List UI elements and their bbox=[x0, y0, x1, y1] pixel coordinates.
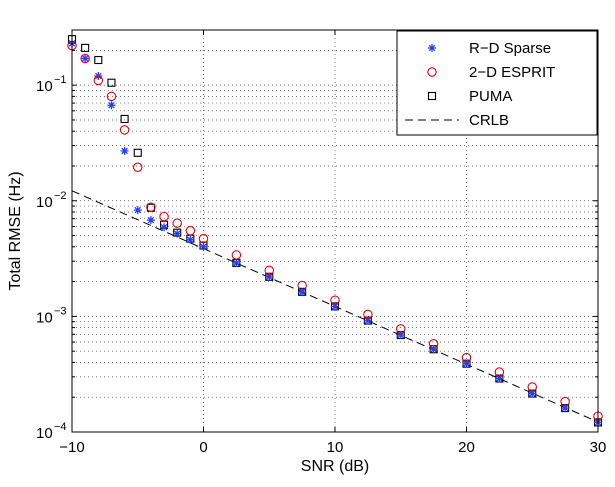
y-tick-label: 10 −3 bbox=[36, 305, 67, 326]
r-d-sparse-point bbox=[120, 146, 129, 155]
legend-label: CRLB bbox=[469, 112, 509, 129]
2-d-esprit-point bbox=[159, 211, 169, 222]
y-tick-base: 10 bbox=[36, 194, 53, 211]
puma-point bbox=[81, 43, 90, 52]
y-tick-exponent: −4 bbox=[54, 421, 67, 433]
puma-point bbox=[94, 55, 103, 65]
y-tick-exponent: −2 bbox=[54, 190, 67, 202]
legend-item-2-d-esprit: 2−D ESPRIT bbox=[427, 64, 555, 81]
x-tick-label: 0 bbox=[199, 439, 207, 456]
y-tick-exponent: −3 bbox=[54, 305, 67, 317]
legend-swatch-square bbox=[427, 91, 437, 101]
legend-item-r-d-sparse: R−D Sparse bbox=[428, 40, 551, 57]
legend-label: R−D Sparse bbox=[469, 40, 551, 57]
2-d-esprit-point bbox=[133, 162, 143, 172]
legend-item-crlb: CRLB bbox=[405, 112, 509, 129]
x-tick-labels: −10 0 10 20 30 bbox=[59, 439, 606, 456]
2-d-esprit-point bbox=[395, 324, 406, 334]
2-d-esprit-point bbox=[198, 233, 209, 244]
x-tick-label: −10 bbox=[59, 439, 84, 456]
y-tick-base: 10 bbox=[36, 425, 53, 442]
x-axis-label: SNR (dB) bbox=[301, 458, 369, 475]
y-tick-base: 10 bbox=[36, 78, 53, 95]
r-d-sparse-point bbox=[160, 223, 169, 232]
puma-point bbox=[133, 148, 142, 157]
2-d-esprit-point bbox=[80, 53, 90, 64]
2-d-esprit-point bbox=[330, 295, 340, 305]
2-d-esprit-point bbox=[461, 352, 472, 363]
x-tick-label: 10 bbox=[327, 439, 344, 456]
2-d-esprit-point bbox=[231, 250, 242, 260]
2-d-esprit-point bbox=[428, 338, 439, 349]
legend-label: PUMA bbox=[469, 88, 512, 105]
r-d-sparse-point bbox=[107, 101, 116, 110]
2-d-esprit-point bbox=[527, 382, 537, 392]
y-tick-labels: 10−410−310−210−1 bbox=[36, 74, 67, 442]
grid bbox=[72, 30, 598, 432]
r-d-sparse-point bbox=[173, 229, 182, 238]
r-d-sparse-point bbox=[133, 206, 142, 215]
legend-swatch-asterisk bbox=[428, 44, 436, 52]
puma-point bbox=[120, 114, 129, 124]
y-axis-label: Total RMSE (Hz) bbox=[7, 171, 24, 290]
x-tick-label: 20 bbox=[458, 439, 475, 456]
y-tick-label: 10 −2 bbox=[36, 190, 67, 211]
r-d-sparse-point bbox=[232, 258, 241, 267]
r-d-sparse-point bbox=[146, 216, 155, 225]
2-d-esprit-point bbox=[146, 202, 156, 212]
puma-point bbox=[107, 78, 116, 87]
2-d-esprit-point bbox=[560, 396, 570, 407]
x-tick-label: 30 bbox=[590, 439, 607, 456]
2-d-esprit-point bbox=[264, 265, 274, 276]
y-tick-label: 10 −4 bbox=[36, 421, 67, 442]
2-d-esprit-point bbox=[172, 218, 182, 228]
legend-item-puma: PUMA bbox=[427, 88, 512, 105]
2-d-esprit-point bbox=[185, 226, 196, 236]
2-d-esprit-point bbox=[93, 75, 104, 86]
r-d-sparse-point bbox=[81, 54, 90, 63]
y-tick-label: 10 −1 bbox=[36, 74, 67, 95]
2-d-esprit-point bbox=[297, 280, 307, 291]
2-d-esprit-point bbox=[494, 367, 505, 377]
r-d-sparse-point bbox=[199, 242, 208, 251]
2-d-esprit-point bbox=[106, 91, 117, 102]
y-tick-base: 10 bbox=[36, 309, 53, 326]
legend: R−D Sparse 2−D ESPRIT PUMA CRLB bbox=[396, 30, 598, 136]
legend-swatch-circle bbox=[427, 67, 437, 77]
y-tick-exponent: −1 bbox=[54, 74, 67, 86]
r-d-sparse-point bbox=[186, 235, 195, 244]
legend-label: 2−D ESPRIT bbox=[469, 64, 555, 81]
2-d-esprit-point bbox=[119, 125, 130, 135]
2-d-esprit-point bbox=[363, 309, 373, 320]
r-d-sparse-point bbox=[495, 374, 504, 383]
